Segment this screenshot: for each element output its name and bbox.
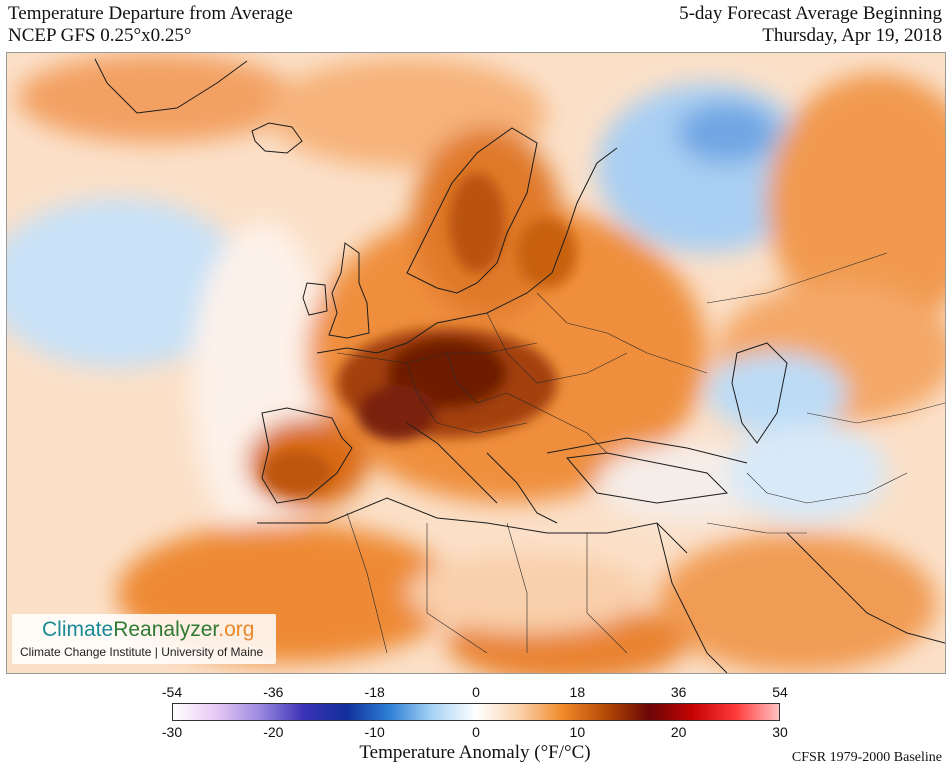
balkan-coast — [486, 452, 558, 524]
celsius-tick-label: -20 — [263, 724, 284, 740]
fahrenheit-tick-label: 18 — [569, 684, 586, 700]
arabia-warm-area — [657, 533, 937, 673]
fahrenheit-tick-label: -18 — [364, 684, 385, 700]
model-label: NCEP GFS 0.25°x0.25° — [8, 25, 192, 46]
scandinavia-coast — [406, 127, 538, 294]
anomaly-field-core — [262, 173, 577, 495]
fahrenheit-tick-label: 0 — [472, 684, 480, 700]
border-line — [406, 362, 528, 434]
border-line — [746, 472, 908, 504]
border-line — [706, 252, 888, 304]
logo-part-org: .org — [218, 618, 255, 641]
caspian-coast — [731, 342, 788, 444]
border-line — [706, 522, 807, 534]
turkey-coast — [566, 452, 729, 504]
baseline-label: CFSR 1979-2000 Baseline — [791, 750, 942, 765]
border-line — [806, 402, 945, 424]
logo-subtitle: Climate Change Institute | University of… — [20, 645, 264, 659]
italy-coast — [406, 422, 498, 504]
logo-part-climate: Climate — [42, 618, 114, 641]
finland-core — [517, 218, 577, 288]
celsius-tick-label: 30 — [772, 724, 788, 740]
russia-cold-core — [677, 103, 777, 163]
fahrenheit-tick-label: 36 — [670, 684, 687, 700]
forecast-label: 5-day Forecast Average Beginning — [679, 3, 942, 24]
anomaly-map — [6, 52, 946, 674]
spain-core — [262, 451, 332, 495]
fahrenheit-tick-label: -36 — [263, 684, 284, 700]
map-title: Temperature Departure from Average — [8, 3, 293, 24]
scale-title: Temperature Anomaly (°F/°C) — [359, 742, 591, 763]
border-line — [486, 312, 628, 384]
fahrenheit-tick-label: -54 — [161, 684, 183, 700]
fahrenheit-tick-label: 54 — [772, 684, 788, 700]
logo-box: ClimateReanalyzer.org Climate Change Ins… — [12, 614, 276, 664]
sweden-core — [449, 173, 505, 273]
caspian-cool-area — [707, 353, 847, 433]
border-line — [506, 392, 608, 454]
iberia-coast — [261, 407, 353, 504]
border-line — [346, 512, 388, 654]
celsius-tick-label: 20 — [670, 724, 687, 740]
red-sea-coast — [656, 522, 728, 673]
forecast-date: Thursday, Apr 19, 2018 — [762, 25, 942, 46]
site-logo: ClimateReanalyzer.org — [42, 618, 254, 642]
anomaly-map-svg — [7, 53, 945, 673]
border-line — [446, 352, 508, 404]
black-sea-coast — [546, 437, 748, 464]
great-britain-coast — [328, 242, 370, 339]
border-line — [586, 533, 628, 654]
header-right: 5-day Forecast Average Beginning Thursda… — [679, 3, 942, 47]
greenland-coast — [94, 58, 248, 114]
coastlines — [94, 58, 945, 673]
arabia-coast — [786, 532, 945, 644]
border-line — [506, 522, 528, 653]
iceland-coast — [251, 122, 303, 154]
celsius-tick-label: 0 — [472, 724, 480, 740]
celsius-tick-label: -10 — [364, 724, 385, 740]
header-left: Temperature Departure from Average NCEP … — [8, 3, 293, 47]
alps-peak — [357, 385, 437, 441]
atlantic-cool-area — [7, 198, 247, 368]
iran-cool-area — [727, 423, 887, 523]
logo-part-reanalyzer: Reanalyzer — [113, 618, 219, 641]
ireland-coast — [302, 282, 328, 316]
border-line — [426, 523, 488, 654]
borders — [336, 252, 945, 654]
north-africa-coast — [257, 497, 688, 554]
color-scale-bar — [172, 703, 780, 721]
border-line — [536, 292, 708, 374]
celsius-tick-label: -30 — [161, 724, 183, 740]
north-coast — [316, 147, 618, 354]
celsius-tick-label: 10 — [569, 724, 586, 740]
siberia-warm-area — [767, 73, 945, 333]
